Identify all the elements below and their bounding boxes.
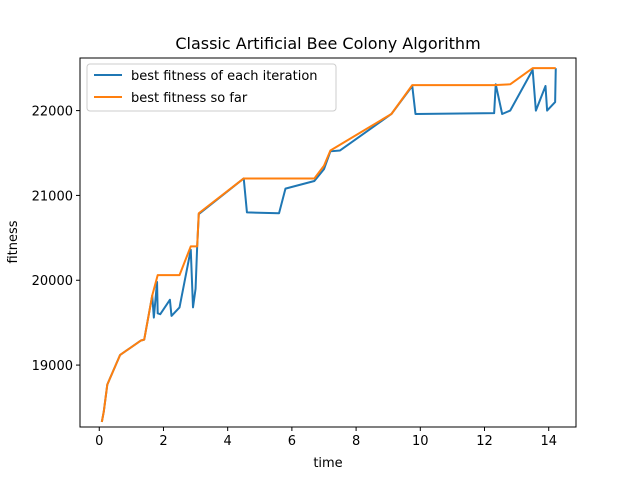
x-tick-label: 8 — [352, 434, 360, 449]
chart-title: Classic Artificial Bee Colony Algorithm — [175, 34, 480, 53]
x-tick-label: 12 — [476, 434, 493, 449]
x-tick-label: 10 — [412, 434, 429, 449]
legend: best fitness of each iteration best fitn… — [86, 63, 337, 112]
x-tick-label: 4 — [224, 434, 232, 449]
legend-label-series-0: best fitness of each iteration — [131, 69, 318, 84]
y-tick-label: 19000 — [32, 359, 73, 374]
y-tick-label: 22000 — [32, 105, 73, 120]
x-axis: 0 2 4 6 8 10 12 14 — [95, 427, 557, 449]
legend-label-series-1: best fitness so far — [131, 91, 248, 106]
x-tick-label: 0 — [95, 434, 103, 449]
series-line-0 — [100, 68, 557, 423]
axes-frame — [79, 57, 577, 428]
x-tick-label: 6 — [288, 434, 296, 449]
y-tick-label: 20000 — [32, 274, 73, 289]
plot-area — [100, 67, 557, 423]
y-axis-label: fitness — [6, 220, 21, 263]
x-tick-label: 14 — [540, 434, 557, 449]
legend-box — [86, 63, 337, 112]
x-tick-label: 2 — [159, 434, 167, 449]
y-tick-label: 21000 — [32, 189, 73, 204]
series-line-1 — [100, 67, 556, 423]
y-axis: 19000 20000 21000 22000 — [32, 105, 80, 374]
x-axis-label: time — [313, 456, 342, 471]
